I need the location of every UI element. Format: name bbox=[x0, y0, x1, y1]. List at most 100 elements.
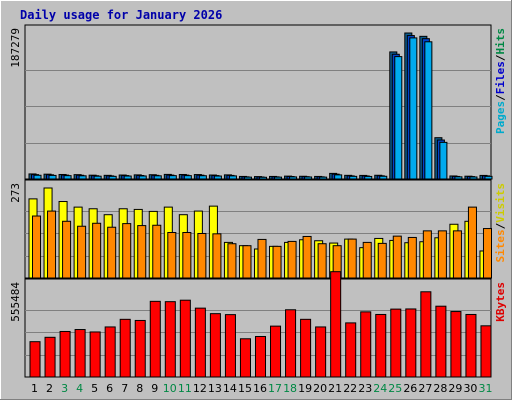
bar-kbytes-kbytes-7 bbox=[119, 318, 131, 378]
bar-kbytes-kbytes-26 bbox=[405, 308, 417, 378]
y-max-label-hits-files-pages: 187279 bbox=[9, 28, 22, 68]
x-tick-label-1: 1 bbox=[31, 382, 38, 395]
x-tick-label-17: 17 bbox=[268, 382, 282, 395]
x-tick-label-15: 15 bbox=[238, 382, 252, 395]
bar-hits-files-pages-pages-21 bbox=[334, 174, 343, 180]
legend-item-visits-sites-2: Visits bbox=[494, 183, 507, 223]
x-tick-label-23: 23 bbox=[358, 382, 372, 395]
bar-kbytes-kbytes-8 bbox=[134, 319, 146, 378]
bar-visits-sites-sites-4 bbox=[77, 225, 87, 279]
bar-visits-sites-sites-29 bbox=[452, 230, 462, 279]
bar-hits-files-pages-pages-30 bbox=[469, 176, 478, 180]
bar-kbytes-kbytes-4 bbox=[74, 329, 86, 378]
bar-kbytes-kbytes-19 bbox=[300, 318, 312, 378]
x-tick-label-25: 25 bbox=[388, 382, 402, 395]
bar-hits-files-pages-pages-12 bbox=[198, 175, 207, 180]
y-max-label-kbytes: 555484 bbox=[9, 282, 22, 322]
bar-visits-sites-sites-27 bbox=[422, 230, 432, 279]
bar-hits-files-pages-pages-29 bbox=[454, 176, 463, 180]
bar-visits-sites-sites-16 bbox=[257, 238, 267, 279]
x-tick-label-7: 7 bbox=[121, 382, 128, 395]
bar-hits-files-pages-pages-25 bbox=[394, 56, 403, 180]
bar-visits-sites-sites-3 bbox=[62, 220, 72, 279]
bar-hits-files-pages-pages-7 bbox=[123, 175, 132, 180]
bar-hits-files-pages-pages-8 bbox=[138, 175, 147, 180]
bar-kbytes-kbytes-5 bbox=[89, 331, 101, 378]
bar-hits-files-pages-pages-19 bbox=[304, 176, 313, 180]
bar-visits-sites-sites-31 bbox=[482, 228, 493, 279]
x-tick-label-16: 16 bbox=[253, 382, 267, 395]
bar-visits-sites-sites-14 bbox=[227, 243, 237, 279]
x-tick-label-4: 4 bbox=[76, 382, 83, 395]
bar-kbytes-kbytes-13 bbox=[209, 313, 221, 378]
bar-kbytes-kbytes-12 bbox=[194, 307, 206, 378]
x-tick-label-5: 5 bbox=[91, 382, 98, 395]
bar-kbytes-kbytes-23 bbox=[360, 311, 372, 378]
bar-kbytes-kbytes-15 bbox=[239, 338, 251, 378]
legend-visits-sites: Sites/Visits bbox=[494, 183, 507, 263]
x-tick-label-22: 22 bbox=[343, 382, 357, 395]
x-tick-label-3: 3 bbox=[61, 382, 68, 395]
legend-kbytes: KBytes bbox=[494, 282, 507, 322]
bar-visits-sites-sites-2 bbox=[47, 210, 57, 279]
x-tick-label-29: 29 bbox=[448, 382, 462, 395]
bar-visits-sites-sites-17 bbox=[272, 245, 282, 279]
bar-visits-sites-sites-8 bbox=[137, 225, 147, 279]
x-tick-label-19: 19 bbox=[298, 382, 312, 395]
legend-item-hits-files-pages-0: Pages bbox=[494, 101, 507, 134]
bar-kbytes-kbytes-9 bbox=[149, 300, 161, 378]
x-tick-label-8: 8 bbox=[136, 382, 143, 395]
legend-item-hits-files-pages-1: / bbox=[494, 94, 507, 101]
bar-kbytes-kbytes-18 bbox=[285, 309, 297, 378]
bar-kbytes-kbytes-20 bbox=[315, 326, 327, 378]
bar-visits-sites-sites-7 bbox=[122, 223, 132, 279]
bar-hits-files-pages-pages-27 bbox=[424, 41, 433, 180]
bar-kbytes-kbytes-17 bbox=[270, 325, 282, 378]
bar-kbytes-kbytes-2 bbox=[44, 336, 56, 378]
bar-hits-files-pages-pages-10 bbox=[168, 175, 177, 180]
x-tick-label-14: 14 bbox=[223, 382, 237, 395]
bar-visits-sites-sites-11 bbox=[182, 232, 192, 279]
bar-visits-sites-sites-10 bbox=[167, 232, 177, 279]
x-tick-label-21: 21 bbox=[328, 382, 342, 395]
bar-hits-files-pages-pages-20 bbox=[319, 176, 328, 180]
legend-item-hits-files-pages-2: Files bbox=[494, 61, 507, 94]
legend-hits-files-pages: Pages/Files/Hits bbox=[494, 28, 507, 134]
x-tick-label-28: 28 bbox=[433, 382, 447, 395]
bar-hits-files-pages-pages-17 bbox=[274, 176, 283, 180]
bar-kbytes-kbytes-14 bbox=[224, 314, 236, 378]
x-tick-label-9: 9 bbox=[151, 382, 158, 395]
bar-hits-files-pages-pages-31 bbox=[484, 175, 493, 180]
bar-hits-files-pages-pages-4 bbox=[78, 175, 87, 180]
bar-hits-files-pages-pages-24 bbox=[379, 175, 388, 180]
bar-kbytes-kbytes-16 bbox=[254, 335, 267, 378]
bar-kbytes-kbytes-31 bbox=[480, 325, 492, 378]
bar-kbytes-kbytes-22 bbox=[345, 322, 357, 378]
legend-item-visits-sites-1: / bbox=[494, 222, 507, 229]
bar-kbytes-kbytes-11 bbox=[179, 299, 191, 378]
bar-visits-sites-sites-25 bbox=[392, 235, 402, 279]
x-tick-label-30: 30 bbox=[463, 382, 477, 395]
x-tick-label-10: 10 bbox=[163, 382, 177, 395]
bar-hits-files-pages-pages-16 bbox=[258, 176, 268, 180]
bar-kbytes-kbytes-28 bbox=[435, 305, 447, 378]
legend-item-visits-sites-0: Sites bbox=[494, 229, 507, 262]
bar-hits-files-pages-pages-26 bbox=[409, 37, 418, 180]
x-tick-label-6: 6 bbox=[106, 382, 113, 395]
bar-kbytes-kbytes-10 bbox=[164, 301, 176, 378]
bar-visits-sites-sites-24 bbox=[377, 242, 387, 279]
bar-visits-sites-sites-13 bbox=[212, 233, 222, 279]
bar-visits-sites-sites-30 bbox=[467, 206, 477, 279]
bar-kbytes-kbytes-3 bbox=[59, 330, 71, 378]
bar-hits-files-pages-pages-1 bbox=[33, 174, 42, 180]
x-tick-label-24: 24 bbox=[373, 382, 387, 395]
x-tick-label-2: 2 bbox=[46, 382, 53, 395]
bar-hits-files-pages-pages-14 bbox=[228, 175, 237, 180]
bar-visits-sites-sites-23 bbox=[362, 241, 372, 279]
bar-hits-files-pages-pages-15 bbox=[243, 176, 252, 180]
bar-visits-sites-sites-5 bbox=[92, 222, 102, 279]
bar-visits-sites-sites-19 bbox=[302, 235, 312, 279]
x-tick-label-18: 18 bbox=[283, 382, 297, 395]
bar-kbytes-kbytes-25 bbox=[390, 308, 402, 378]
